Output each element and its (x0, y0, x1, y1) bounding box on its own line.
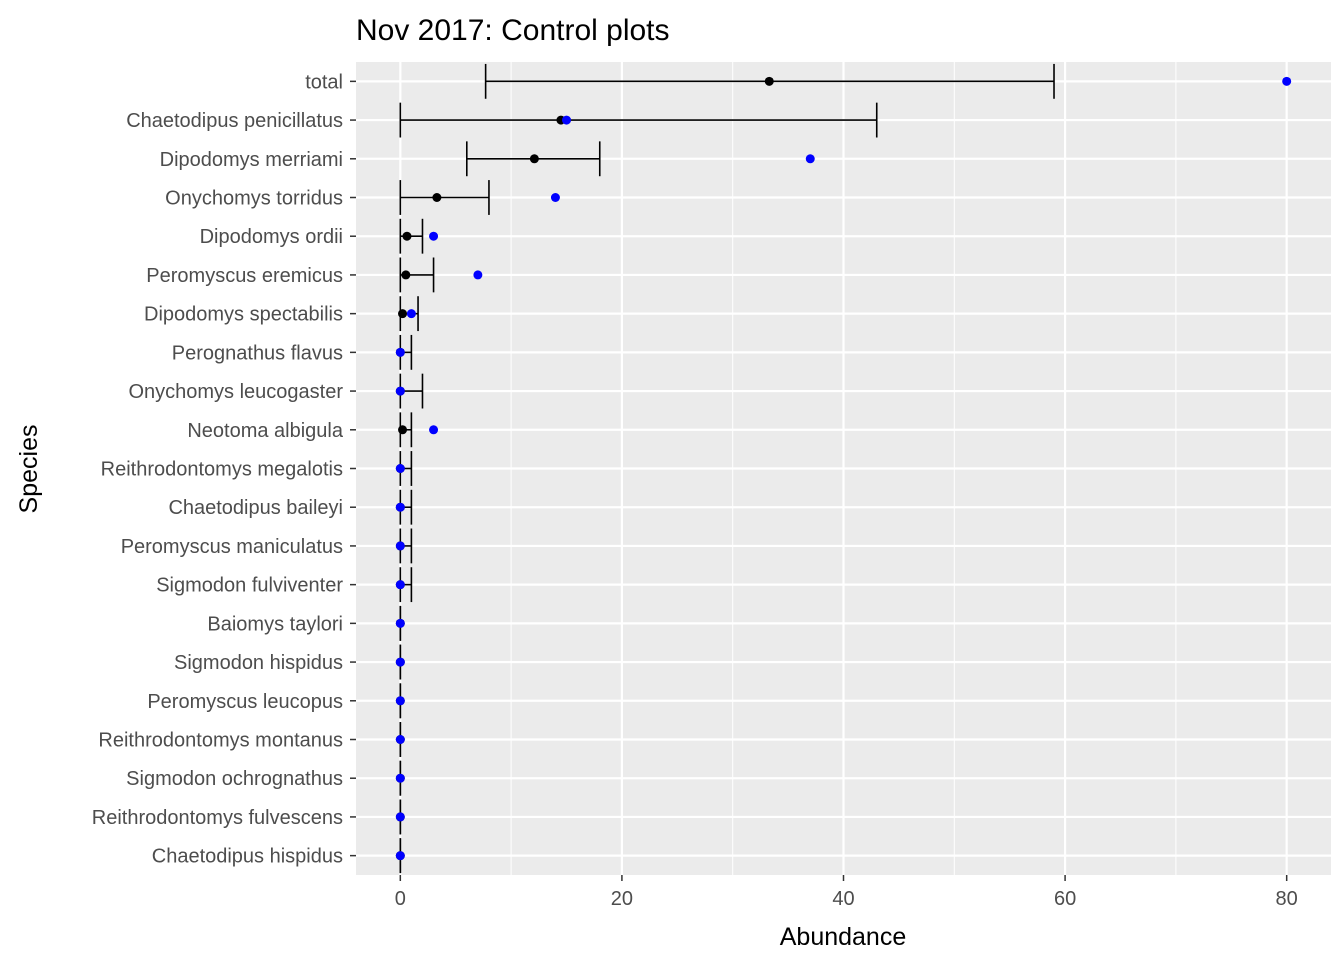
x-axis-title: Abundance (780, 923, 907, 951)
y-tick-label: Onychomys torridus (165, 188, 343, 210)
y-tick-label: Sigmodon fulviventer (156, 575, 343, 597)
y-tick-label: Reithrodontomys megalotis (101, 459, 343, 481)
observed-point (805, 154, 815, 164)
observed-point (395, 618, 405, 628)
observed-point (395, 580, 405, 590)
y-tick-label: Perognathus flavus (172, 342, 343, 364)
observed-point (550, 193, 560, 202)
observed-point (395, 851, 405, 861)
observed-point (473, 270, 483, 280)
x-tick-label: 80 (1276, 888, 1298, 910)
observed-point (429, 425, 439, 435)
mean-point (764, 76, 774, 86)
x-tick-label: 60 (1054, 888, 1076, 910)
observed-point (395, 347, 405, 357)
y-tick-label: Onychomys leucogaster (128, 381, 343, 403)
y-tick-label: Sigmodon hispidus (174, 652, 343, 674)
y-tick-label: Peromyscus eremicus (146, 265, 343, 287)
mean-point (402, 231, 412, 241)
y-tick-label: total (305, 71, 343, 93)
y-tick-label: Reithrodontomys fulvescens (92, 807, 343, 829)
observed-point (395, 541, 405, 551)
y-tick-label: Reithrodontomys montanus (98, 730, 343, 752)
mean-point (529, 154, 539, 164)
observed-point (395, 696, 405, 706)
observed-point (406, 309, 416, 319)
x-tick-label: 20 (611, 888, 633, 910)
x-tick-label: 0 (395, 888, 406, 910)
observed-point (395, 502, 405, 512)
chart-title: Nov 2017: Control plots (356, 14, 670, 47)
mean-point (432, 193, 442, 202)
y-axis: total Chaetodipus penicillatus Dipodomys m… (92, 71, 356, 868)
observed-point (1282, 76, 1292, 86)
y-tick-label: Chaetodipus baileyi (168, 497, 343, 519)
mean-point (401, 270, 411, 280)
x-tick-label: 40 (832, 888, 854, 910)
observed-point (395, 657, 405, 667)
y-tick-label: Baiomys taylori (207, 613, 343, 635)
y-tick-label: Dipodomys spectabilis (144, 304, 343, 326)
observed-point (429, 231, 439, 241)
observed-point (395, 735, 405, 744)
series-layer (395, 63, 1292, 874)
mean-point (398, 425, 408, 435)
y-tick-label: Peromyscus leucopus (147, 691, 343, 713)
y-tick-label: Chaetodipus penicillatus (126, 110, 343, 132)
y-tick-label: Sigmodon ochrognathus (126, 768, 343, 790)
y-tick-label: Dipodomys ordii (200, 226, 343, 248)
mean-point (398, 309, 408, 319)
observed-point (395, 773, 405, 783)
y-tick-label: Peromyscus maniculatus (121, 536, 343, 558)
observed-point (395, 386, 405, 396)
error-bar (399, 102, 878, 138)
error-bar (399, 180, 490, 215)
y-axis-title: Species (15, 425, 43, 514)
y-tick-label: Neotoma albigula (187, 420, 344, 442)
y-tick-label: Chaetodipus hispidus (152, 846, 343, 868)
x-axis: 0 20 40 60 80 (395, 875, 1298, 910)
y-tick-label: Dipodomys merriami (160, 149, 343, 171)
observed-point (562, 115, 572, 125)
observed-point (395, 812, 405, 822)
observed-point (395, 464, 405, 473)
